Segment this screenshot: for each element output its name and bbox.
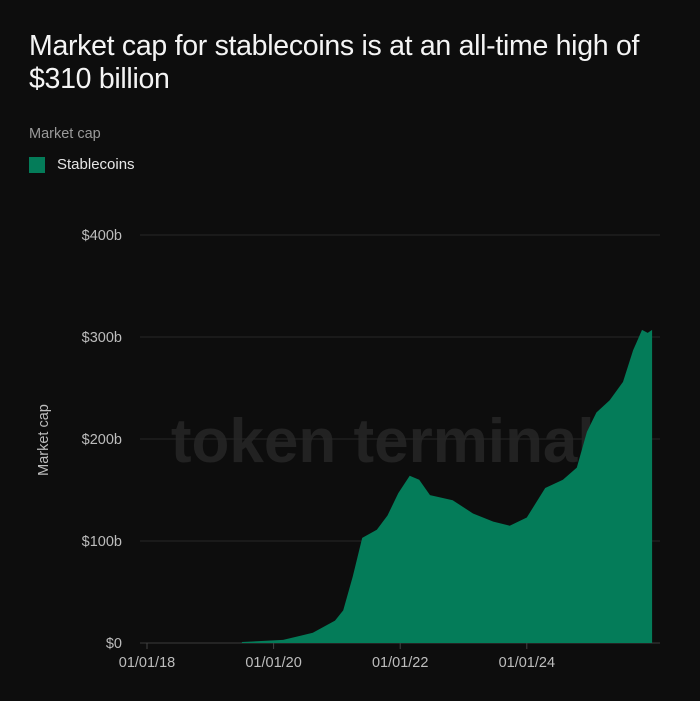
y-tick-label: $400b <box>82 228 122 244</box>
y-tick-label: $300b <box>82 330 122 346</box>
x-tick-label: 01/01/24 <box>499 655 555 671</box>
watermark: token terminal_ <box>171 407 631 476</box>
y-tick-label: $200b <box>82 432 122 448</box>
x-tick-label: 01/01/22 <box>372 655 428 671</box>
legend-label: Stablecoins <box>57 156 135 173</box>
x-tick-label: 01/01/18 <box>119 655 175 671</box>
y-tick-label: $0 <box>106 636 122 652</box>
y-tick-label: $100b <box>82 534 122 550</box>
legend-swatch <box>29 156 45 173</box>
y-axis-title: Market cap <box>36 404 52 476</box>
legend-item-stablecoins[interactable]: Stablecoins <box>29 156 135 173</box>
chart-title: Market cap for stablecoins is at an all-… <box>29 30 640 95</box>
x-tick-label: 01/01/20 <box>245 655 301 671</box>
area-series-stablecoins <box>241 329 653 643</box>
legend-title: Market cap <box>29 126 101 142</box>
